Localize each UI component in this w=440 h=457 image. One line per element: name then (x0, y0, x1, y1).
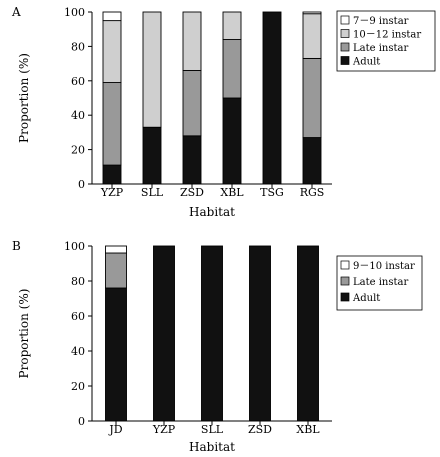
legend-label: 10－12 instar (353, 30, 421, 41)
y-tick-label: 40 (71, 109, 85, 122)
y-tick-label: 20 (71, 380, 85, 393)
x-tick-label: JD (108, 423, 122, 436)
bar-segment-late-instar (182, 70, 202, 137)
bar-segment-adult (182, 135, 202, 185)
legend-swatch (340, 276, 350, 286)
x-tick-label: ZSD (248, 423, 272, 436)
panel-label: B (12, 239, 21, 253)
legend-swatch (340, 56, 350, 65)
legend-swatch (340, 29, 350, 38)
bar-segment-young-instar (102, 11, 122, 22)
y-tick-label: 0 (78, 178, 85, 191)
legend-label: Adult (352, 293, 380, 304)
x-axis-label: Habitat (189, 440, 235, 454)
x-axis-label: Habitat (189, 205, 235, 219)
bar-segment-adult (102, 164, 122, 185)
bar-segment-adult (142, 126, 162, 185)
bar-segment-mid-instar (102, 20, 122, 83)
y-tick-label: 100 (64, 240, 85, 253)
legend-swatch (340, 292, 350, 302)
bar-segment-adult (297, 245, 319, 422)
bar-segment-mid-instar (302, 13, 322, 59)
x-tick-label: TSG (260, 186, 284, 199)
bar-segment-young-instar (105, 245, 127, 254)
y-tick-label: 0 (78, 415, 85, 428)
bar-segment-mid-instar (142, 11, 162, 128)
bar-segment-adult (302, 137, 322, 185)
bar-segment-adult (201, 245, 223, 422)
legend-label: Adult (352, 57, 380, 68)
x-tick-label: RGS (300, 186, 325, 199)
legend-label: 7－9 instar (353, 16, 409, 27)
y-tick-label: 20 (71, 144, 85, 157)
y-tick-label: 80 (71, 40, 85, 53)
bar-segment-late-instar (105, 252, 127, 289)
bar-segment-late-instar (222, 39, 242, 99)
legend-label: 9－10 instar (353, 261, 415, 272)
y-tick-label: 80 (71, 275, 85, 288)
y-tick-label: 60 (71, 310, 85, 323)
bar-segment-adult (262, 11, 282, 185)
bar-segment-adult (105, 287, 127, 422)
bar-segment-young-instar (302, 11, 322, 15)
x-tick-label: YZP (152, 423, 176, 436)
y-tick-label: 60 (71, 75, 85, 88)
legend-label: Late instar (353, 43, 408, 54)
legend-box (336, 255, 423, 311)
y-tick-label: 100 (64, 6, 85, 19)
chart-panel-b: B 0 20 40 60 80 100 JD YZP SLL ZSD XBL Habitat Propor… (12, 239, 423, 454)
x-tick-label: SLL (201, 423, 224, 436)
legend-swatch (340, 260, 350, 270)
legend-swatch (340, 15, 350, 25)
bar-segment-late-instar (302, 57, 322, 139)
bar-segment-mid-instar (222, 11, 242, 40)
bar-segment-late-instar (102, 82, 122, 166)
x-tick-label: XBL (220, 186, 244, 199)
chart-panel-a: A 0 20 40 60 80 100 YZP SLL ZSD XBL TSG RGS Habitat Pr… (11, 5, 436, 219)
y-tick-label: 40 (71, 345, 85, 358)
y-axis-label: Proportion (%) (17, 53, 31, 143)
y-axis-label: Proportion (%) (17, 289, 31, 379)
bar-segment-adult (153, 245, 175, 422)
x-tick-label: YZP (100, 186, 124, 199)
bar-segment-adult (249, 245, 271, 422)
x-tick-label: ZSD (180, 186, 204, 199)
legend-box (336, 10, 436, 72)
legend-label: Late instar (353, 277, 408, 288)
panel-label: A (11, 5, 21, 19)
bar-segment-mid-instar (182, 11, 202, 71)
x-tick-label: XBL (296, 423, 320, 436)
bar-segment-adult (222, 97, 242, 185)
legend-swatch (340, 42, 350, 52)
x-tick-label: SLL (141, 186, 164, 199)
